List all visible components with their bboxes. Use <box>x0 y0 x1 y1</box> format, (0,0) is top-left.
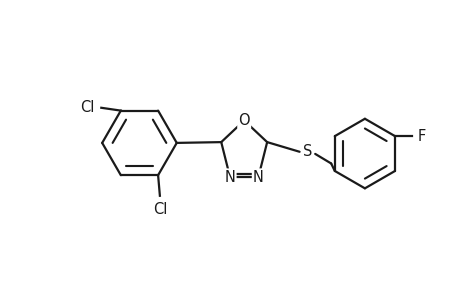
Text: Cl: Cl <box>152 202 167 217</box>
Text: N: N <box>252 169 263 184</box>
Text: N: N <box>224 169 235 184</box>
Text: F: F <box>417 129 425 144</box>
Text: S: S <box>302 144 311 159</box>
Text: O: O <box>238 113 250 128</box>
Text: Cl: Cl <box>80 100 94 115</box>
